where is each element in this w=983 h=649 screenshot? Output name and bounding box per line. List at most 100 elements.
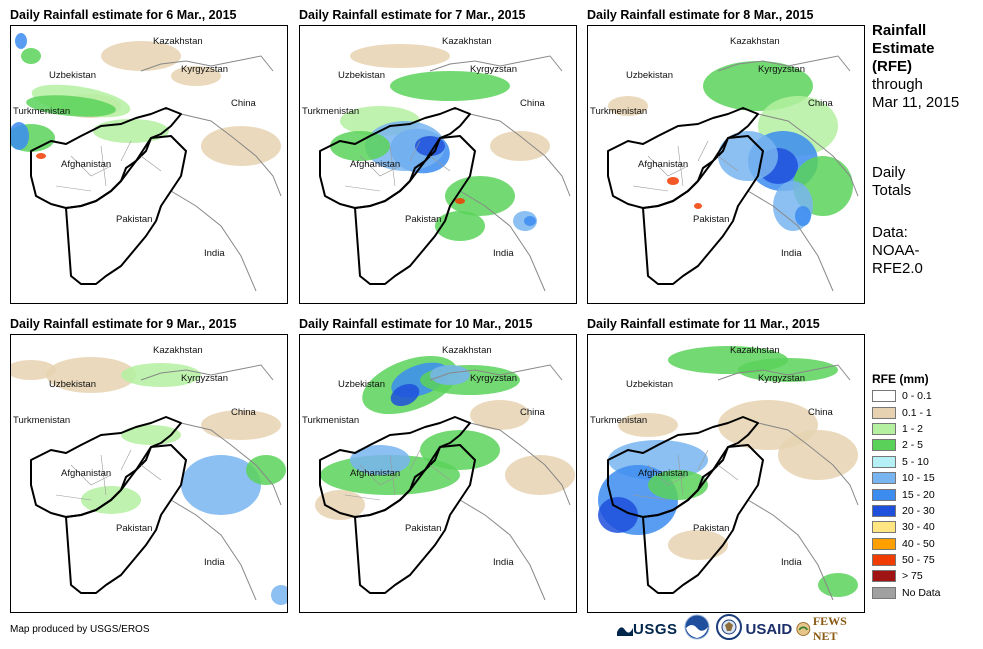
map-panel-1: Daily Rainfall estimate for 6 Mar., 2015… [10, 8, 288, 308]
country-label-china: China [808, 98, 834, 109]
country-border [354, 135, 476, 285]
country-label-afghanistan: Afghanistan [61, 159, 111, 170]
country-label-india: India [204, 248, 225, 259]
legend-swatch [872, 422, 896, 435]
rainfall-map: Kazakhstan Uzbekistan Kyrgyzstan Turkmenist… [11, 345, 287, 605]
country-label-kazakhstan: Kazakhstan [442, 345, 492, 356]
province-border [344, 449, 451, 501]
panel-title: Daily Rainfall estimate for 9 Mar., 2015 [10, 317, 237, 331]
province-border [344, 140, 451, 192]
country-label-kazakhstan: Kazakhstan [442, 36, 492, 47]
rainfall-area [795, 206, 811, 226]
rainfall-area [778, 430, 858, 480]
legend-label: 0.1 - 1 [902, 406, 932, 419]
legend-swatch [872, 537, 896, 550]
map-panel-4: Daily Rainfall estimate for 9 Mar., 2015… [10, 317, 288, 617]
legend-label: 50 - 75 [902, 554, 935, 567]
legend-swatch [872, 439, 896, 452]
country-border [459, 499, 546, 601]
country-label-kazakhstan: Kazakhstan [730, 36, 780, 47]
rainfall-area [201, 126, 281, 166]
rainfall-area [420, 430, 500, 470]
legend-swatch [872, 570, 896, 583]
panel-title: Daily Rainfall estimate for 11 Mar., 201… [587, 317, 820, 331]
rainfall-area [618, 413, 678, 437]
map-frame: Kazakhstan Uzbekistan Kyrgyzstan Turkmenist… [587, 25, 865, 304]
rainfall-area [26, 95, 116, 117]
map-frame: Kazakhstan Uzbekistan Kyrgyzstan Turkmenist… [299, 25, 577, 304]
country-border [429, 364, 563, 381]
noaa-logo [684, 614, 710, 645]
country-label-turkmenistan: Turkmenistan [590, 415, 647, 426]
legend-label: 40 - 50 [902, 537, 935, 550]
country-border [354, 444, 476, 594]
rainfall-area [524, 216, 536, 226]
country-label-kyrgyzstan: Kyrgyzstan [181, 373, 228, 384]
legend-swatch [872, 586, 896, 599]
country-label-uzbekistan: Uzbekistan [626, 70, 673, 81]
dos-seal [715, 613, 742, 645]
legend-label: 30 - 40 [902, 521, 935, 534]
country-label-kazakhstan: Kazakhstan [730, 345, 780, 356]
panel-title: Daily Rainfall estimate for 7 Mar., 2015 [299, 8, 526, 22]
fewsnet-logo: FEWS NET [796, 614, 863, 644]
country-border [180, 113, 282, 197]
rainfall-area [490, 131, 550, 161]
map-frame: Kazakhstan Uzbekistan Kyrgyzstan Turkmenist… [10, 25, 288, 304]
rainfall-area [694, 203, 702, 209]
legend-item: 5 - 10 [872, 454, 941, 470]
side-totals: Totals [872, 182, 912, 199]
rainfall-area [121, 363, 201, 387]
country-label-kyrgyzstan: Kyrgyzstan [758, 373, 805, 384]
country-label-pakistan: Pakistan [405, 214, 441, 225]
country-label-china: China [520, 98, 546, 109]
country-label-pakistan: Pakistan [693, 523, 729, 534]
country-label-uzbekistan: Uzbekistan [626, 379, 673, 390]
country-label-afghanistan: Afghanistan [638, 468, 688, 479]
country-label-pakistan: Pakistan [116, 214, 152, 225]
legend-item: 15 - 20 [872, 486, 941, 502]
country-label-india: India [781, 248, 802, 259]
country-label-pakistan: Pakistan [116, 523, 152, 534]
legend-item: 0.1 - 1 [872, 404, 941, 420]
country-label-uzbekistan: Uzbekistan [49, 70, 96, 81]
country-border [757, 422, 859, 506]
rainfall-area [668, 530, 728, 560]
side-title-line: (RFE) [872, 58, 912, 75]
rainfall-area [11, 122, 29, 150]
map-panel-5: Daily Rainfall estimate for 10 Mar., 201… [299, 317, 577, 617]
legend-title: RFE (mm) [872, 372, 929, 386]
rainfall-area [181, 455, 261, 515]
country-label-afghanistan: Afghanistan [638, 159, 688, 170]
fewsnet-logo-text: FEWS NET [812, 614, 847, 643]
map-panel-2: Daily Rainfall estimate for 7 Mar., 2015… [299, 8, 577, 308]
country-label-kazakhstan: Kazakhstan [153, 345, 203, 356]
usgs-logo: USGS [617, 621, 678, 638]
rainfall-area [15, 33, 27, 49]
rainfall-area [350, 44, 450, 68]
country-label-afghanistan: Afghanistan [61, 468, 111, 479]
side-daily: Daily [872, 164, 906, 181]
rainfall-area [171, 66, 221, 86]
country-border [65, 444, 187, 594]
legend-label: > 75 [902, 570, 923, 583]
country-label-uzbekistan: Uzbekistan [49, 379, 96, 390]
country-label-kyrgyzstan: Kyrgyzstan [758, 64, 805, 75]
legend-label: No Data [902, 586, 941, 599]
panel-title: Daily Rainfall estimate for 8 Mar., 2015 [587, 8, 814, 22]
country-label-turkmenistan: Turkmenistan [302, 106, 359, 117]
country-border [717, 55, 851, 72]
side-title-line: Rainfall [872, 22, 927, 39]
country-border [140, 55, 274, 72]
map-frame: Kazakhstan Uzbekistan Kyrgyzstan Turkmenist… [299, 334, 577, 613]
country-border [642, 444, 764, 594]
country-border [747, 190, 834, 292]
rainfall-map: Kazakhstan Uzbekistan Kyrgyzstan Turkmenist… [302, 345, 575, 601]
legend-swatch [872, 521, 896, 534]
map-frame: Kazakhstan Uzbekistan Kyrgyzstan Turkmenist… [587, 334, 865, 613]
legend-swatch [872, 554, 896, 567]
rainfall-map: Kazakhstan Uzbekistan Kyrgyzstan Turkmenist… [590, 36, 859, 292]
legend-label: 5 - 10 [902, 455, 929, 468]
country-label-kazakhstan: Kazakhstan [153, 36, 203, 47]
legend-label: 0 - 0.1 [902, 390, 932, 403]
